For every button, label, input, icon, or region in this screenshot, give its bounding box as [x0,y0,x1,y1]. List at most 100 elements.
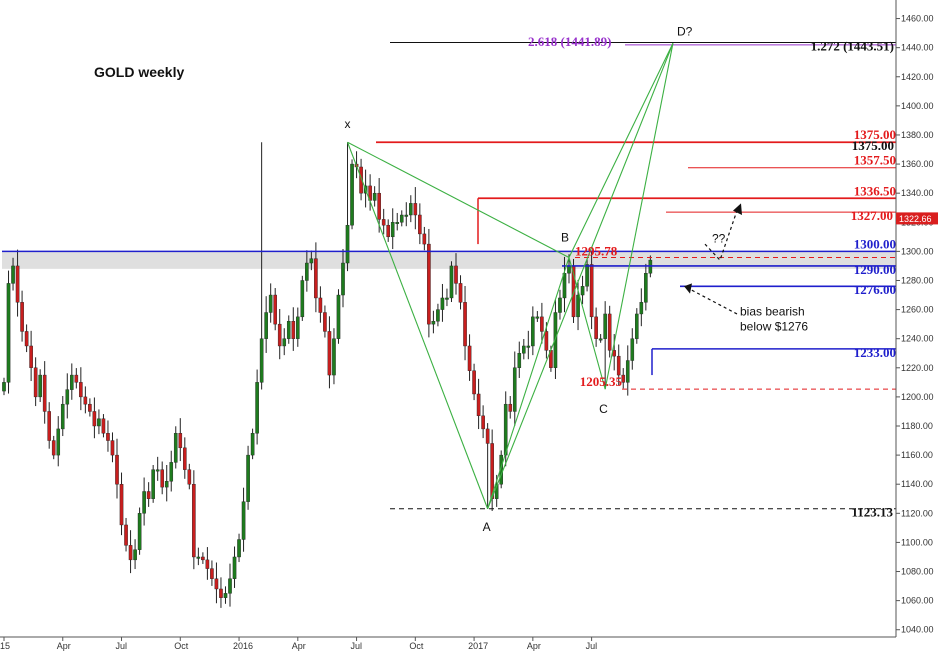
candle-body [644,273,648,303]
candle-body [178,433,183,449]
candle-body [6,283,11,383]
y-tick-label: 1420.00 [901,72,934,82]
x-tick-label: 15 [0,641,10,651]
candle-body [192,484,196,558]
candle-body [205,559,210,569]
candle-body [594,316,598,339]
candle-body [29,345,33,368]
candle-body [580,286,585,296]
candle-body [20,302,24,332]
x-tick-label: 2017 [468,641,488,651]
x-tick-label: Jul [351,641,363,651]
candle-body [345,224,350,264]
candle-body [291,321,296,339]
candle-body [83,396,88,405]
candle-body [237,539,241,558]
candle-body [503,403,508,456]
candle-body [422,233,427,245]
candle-body [106,433,110,441]
pattern-leg-bc [568,257,606,390]
candle-body [598,338,603,341]
candle-body [151,469,155,499]
candle-body [467,345,472,371]
pattern-leg-cd [604,43,674,390]
candle-body [268,294,273,313]
candle-body [214,578,219,590]
candle-body [169,462,174,482]
candle-body [124,524,128,546]
candle-body [11,265,15,284]
candle-body [119,484,124,526]
candle-body [246,454,250,502]
x-tick-label: Apr [292,641,306,651]
candle-body [350,163,354,226]
candle-body [286,321,291,339]
last-price-label: 1322.66 [899,214,932,224]
candle-body [418,214,422,235]
y-tick-label: 1220.00 [901,363,934,373]
candle-body [531,316,535,347]
candle-body [558,297,562,313]
level-label-1375-black: 1375.00 [852,138,894,153]
candle-body [24,331,29,347]
candle-body [133,549,137,561]
level-label-2-618: 2.618 (1441.89) [528,34,611,49]
level-label-1-272: 1.272 (1443.51) [811,38,894,53]
candle-body [259,338,264,383]
candle-body [97,418,101,427]
candle-body [436,309,440,322]
pattern-leg-bd [568,43,674,258]
candle-body [69,374,74,390]
x-tick-label: Apr [57,641,71,651]
pattern-point-label: B [561,231,569,245]
candle-body [390,222,395,238]
candle-body [250,433,255,456]
candle-body [585,264,589,287]
candle-body [300,280,305,318]
candle-body [264,312,268,339]
candle-body [128,545,133,561]
projection-arrowhead [733,203,742,215]
candle-body [232,556,237,579]
candle-body [101,418,106,434]
projection-arrow-path [704,207,739,262]
y-tick-label: 1200.00 [901,392,934,402]
y-tick-label: 1280.00 [901,275,934,285]
candle-body [449,265,454,299]
candle-body [458,283,463,303]
candle-body [201,556,205,561]
candle-body [305,262,309,281]
y-tick-label: 1360.00 [901,159,934,169]
harmonic-pattern-layer [347,43,742,509]
level-label-1295-78: 1295.78 [575,244,618,259]
pattern-leg-ad [487,43,674,509]
candle-body [164,481,169,488]
pattern-leg-xb [347,141,570,259]
candle-body [476,393,481,417]
level-label-1233: 1233.00 [854,345,896,360]
candle-body [616,355,621,376]
candle-body [42,374,47,412]
candle-body [160,469,165,488]
candle-body [196,556,201,559]
candle-body [309,258,314,264]
level-label-1327: 1327.00 [851,208,893,223]
candle-body [228,578,232,594]
candle-body [544,331,549,351]
candle-body [336,294,341,339]
candle-body [15,265,20,303]
labels-layer: 1375.001375.001357.501336.501327.001300.… [345,24,938,534]
y-tick-label: 1440.00 [901,43,934,53]
candle-body [327,331,332,376]
candle-body [332,338,336,376]
candle-body [472,370,476,395]
y-tick-label: 1400.00 [901,101,934,111]
candle-body [621,374,626,383]
y-tick-label: 1140.00 [901,479,933,489]
y-tick-label: 1340.00 [901,188,934,198]
candle-body [413,203,418,216]
y-tick-label: 1300.00 [901,246,934,256]
y-tick-label: 1080.00 [901,567,934,577]
